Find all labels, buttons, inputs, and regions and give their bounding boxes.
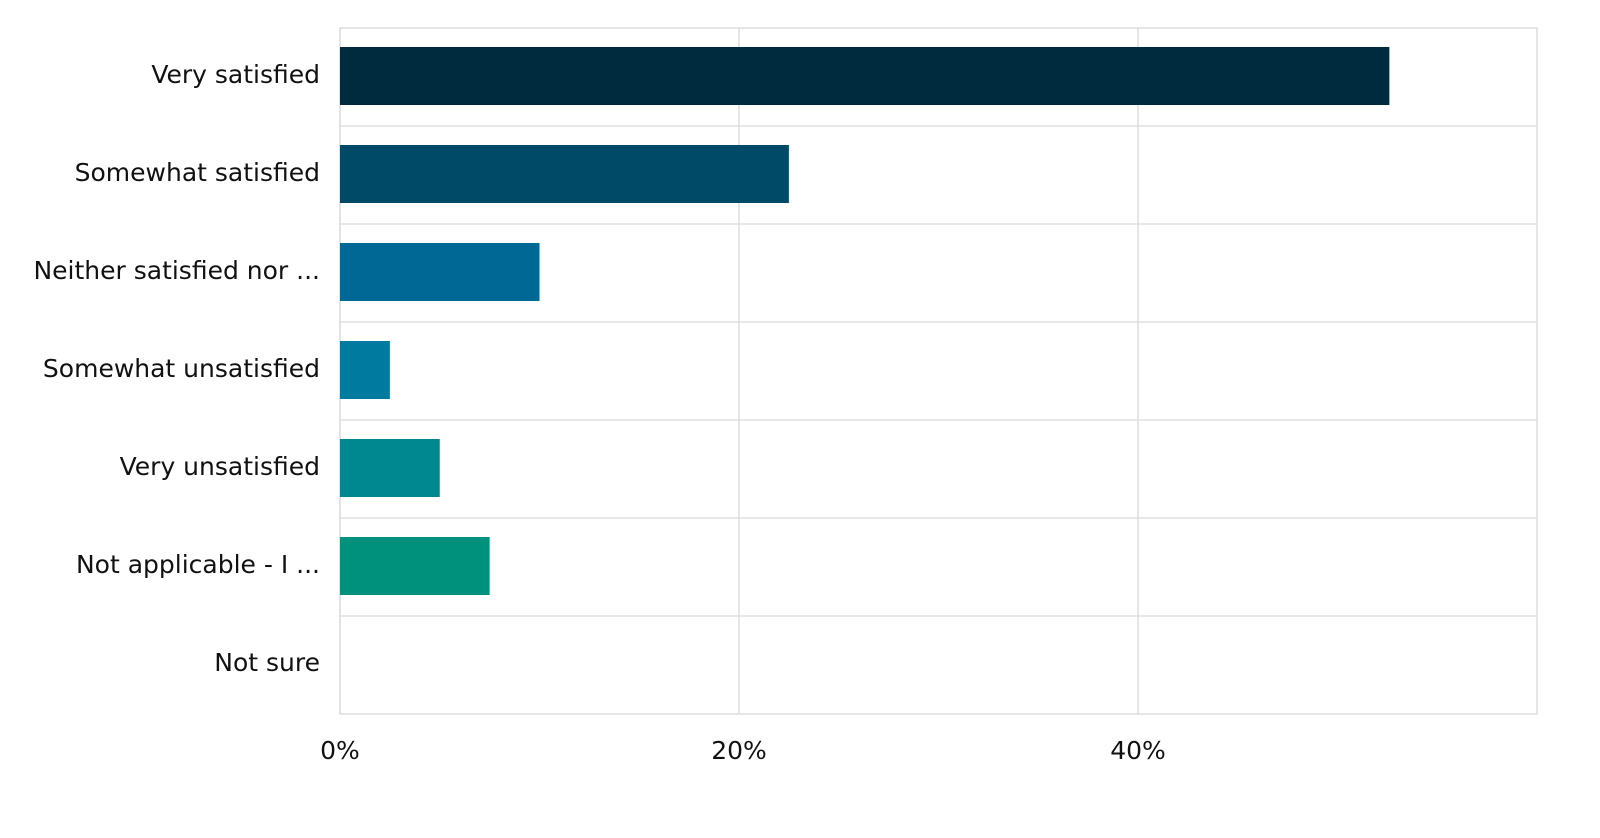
bar xyxy=(340,537,490,595)
y-tick-label: Very unsatisfied xyxy=(120,452,320,481)
y-tick-label: Somewhat unsatisfied xyxy=(43,354,320,383)
x-tick-label: 20% xyxy=(711,736,767,765)
bar xyxy=(340,341,390,399)
x-tick-label: 40% xyxy=(1110,736,1166,765)
x-tick-label: 0% xyxy=(320,736,360,765)
y-tick-label: Somewhat satisfied xyxy=(75,158,320,187)
bar xyxy=(340,243,540,301)
plot-frame xyxy=(339,27,1538,715)
y-tick-label: Not sure xyxy=(214,648,320,677)
bar xyxy=(340,145,789,203)
y-tick-label: Neither satisfied nor ... xyxy=(33,256,320,285)
y-tick-label: Not applicable - I ... xyxy=(76,550,320,579)
bar xyxy=(340,47,1390,105)
bar xyxy=(340,439,440,497)
y-tick-label: Very satisfied xyxy=(151,60,320,89)
